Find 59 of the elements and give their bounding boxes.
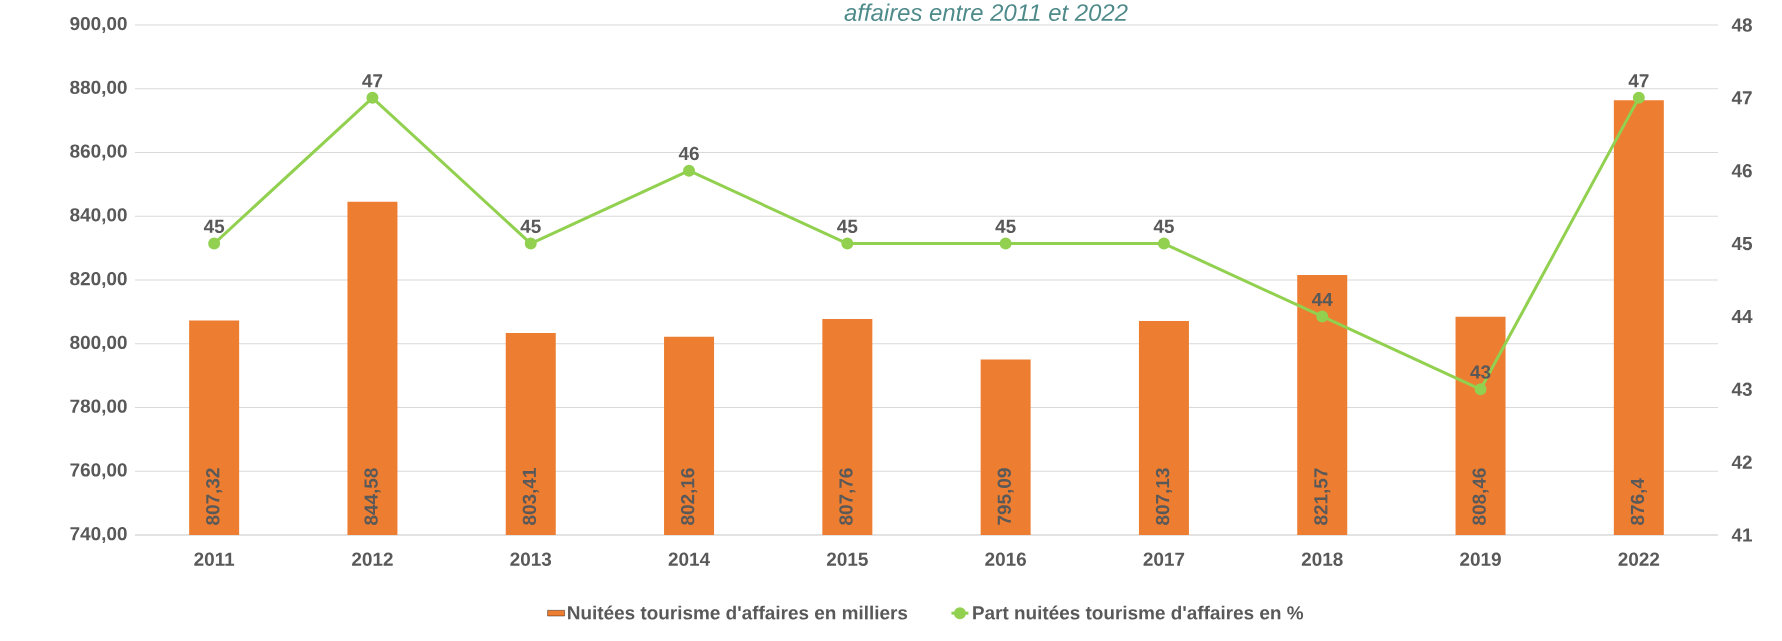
data-label: 803,41: [522, 468, 539, 525]
y-tick-label: 780,00: [70, 399, 127, 416]
y2-tick-label: 41: [1731, 528, 1753, 542]
data-label: 47: [362, 74, 383, 88]
x-tick-label: 2016: [985, 552, 1026, 566]
y2-tick-label: 44: [1731, 309, 1753, 323]
x-tick-label: 2011: [194, 552, 235, 566]
data-label: 844,58: [364, 468, 381, 525]
data-label: 795,09: [997, 468, 1014, 525]
x-tick-label: 2018: [1301, 552, 1343, 566]
data-label: 45: [520, 219, 541, 234]
x-tick-label: 2014: [668, 552, 710, 566]
point: [1316, 310, 1329, 323]
data-label: 821,57: [1314, 468, 1331, 525]
data-label: 808,46: [1472, 468, 1489, 525]
x-tick-label: 2012: [352, 552, 393, 566]
point: [1632, 91, 1645, 104]
point: [208, 237, 221, 250]
x-tick-label: 2017: [1143, 552, 1185, 566]
y-tick-label: 800,00: [70, 335, 127, 352]
data-label: 47: [1628, 74, 1649, 88]
point: [841, 237, 854, 250]
point: [366, 91, 379, 104]
y-tick-label: 900,00: [70, 16, 127, 34]
data-label: 45: [837, 219, 858, 234]
x-tick-label: 2019: [1460, 552, 1501, 566]
x-tick-label: 2022: [1618, 552, 1660, 566]
data-label: 45: [1153, 219, 1174, 234]
y-tick-label: 860,00: [70, 144, 127, 161]
point: [1157, 237, 1170, 250]
x-tick-label: 2015: [826, 552, 868, 566]
chart-title: affaires entre 2011 et 2022: [844, 3, 1128, 22]
point: [683, 164, 696, 177]
y2-tick-label: 46: [1731, 164, 1752, 178]
data-label: 802,16: [680, 468, 698, 525]
y-tick-label: 840,00: [70, 208, 127, 225]
data-label: 807,32: [206, 468, 223, 525]
y-tick-label: 820,00: [70, 271, 127, 289]
y-tick-label: 740,00: [70, 526, 127, 544]
point: [999, 237, 1012, 250]
y2-tick-label: 45: [1731, 236, 1753, 251]
data-label: 46: [678, 146, 699, 161]
x-tick-label: 2013: [510, 552, 552, 566]
y2-tick-label: 48: [1731, 18, 1752, 32]
data-label: 807,13: [1155, 468, 1172, 525]
y2-tick-label: 43: [1731, 382, 1752, 397]
y-tick-label: 760,00: [70, 463, 127, 480]
y2-tick-label: 42: [1731, 455, 1752, 469]
data-label: 45: [995, 219, 1016, 234]
y2-tick-label: 47: [1731, 91, 1752, 105]
y-tick-label: 880,00: [70, 80, 127, 97]
point: [1474, 383, 1487, 396]
data-label: 807,76: [839, 468, 856, 525]
legend-label: Part nuitées tourisme d'affaires en %: [973, 605, 1304, 620]
legend-label: Nuitées tourisme d'affaires en milliers: [568, 605, 908, 620]
point: [524, 237, 537, 250]
data-label: 44: [1311, 292, 1333, 306]
data-label: 45: [203, 219, 225, 234]
data-label: 876,4: [1630, 478, 1647, 525]
